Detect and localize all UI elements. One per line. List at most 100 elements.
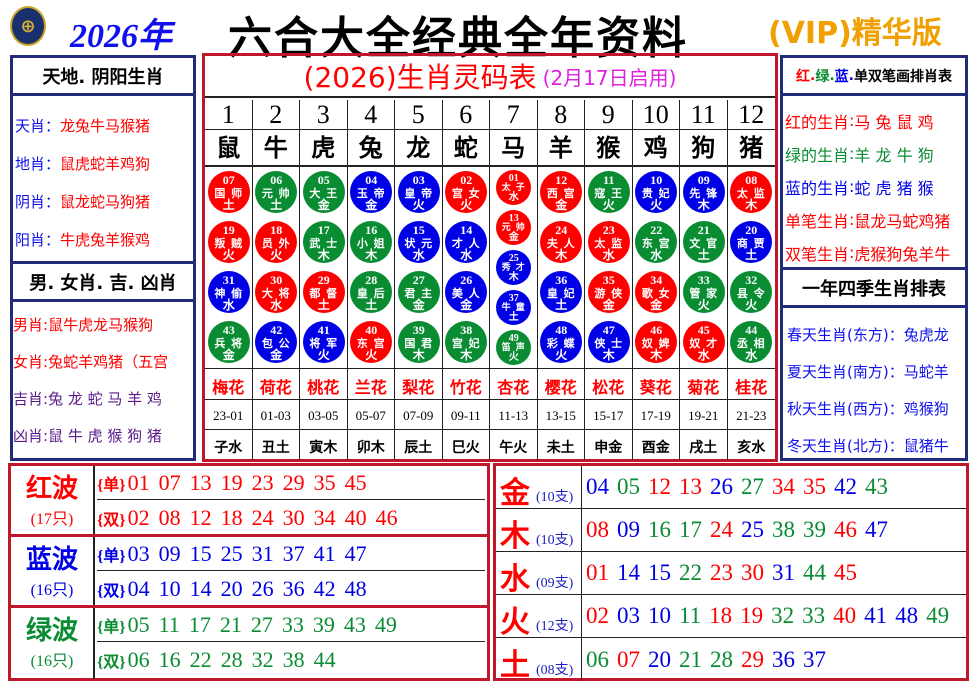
ball-number: 05 bbox=[317, 173, 330, 187]
element-number: 33 bbox=[802, 603, 826, 628]
element-count: (09支) bbox=[536, 576, 574, 591]
table-title: (2026)生肖灵码表 (2月17日启用) bbox=[205, 56, 775, 98]
season-title: 一年四季生肖排表 bbox=[783, 270, 965, 308]
ball-number: 08 bbox=[745, 173, 758, 187]
ball-number: 18 bbox=[270, 223, 283, 237]
number-ball: 20 商 贾土 bbox=[730, 221, 773, 263]
ball-title: 太 子 bbox=[501, 182, 526, 193]
ball-number: 11 bbox=[603, 173, 615, 187]
zodiac-name: 兔 bbox=[347, 130, 394, 167]
grid-divider bbox=[205, 368, 775, 369]
zodiac-name: 猴 bbox=[585, 130, 632, 167]
wave-number: 21 bbox=[219, 611, 242, 637]
flower-label: 兰花 bbox=[354, 378, 387, 397]
hour-range: 11-13 bbox=[498, 408, 529, 423]
wave-odd-row: {单} 01 07 13 19 23 29 35 45 bbox=[97, 466, 485, 500]
element-number: 45 bbox=[834, 560, 857, 585]
number-ball: 34 歌 女金 bbox=[635, 271, 678, 313]
wave-number: 14 bbox=[189, 576, 212, 601]
flower-label: 樱花 bbox=[544, 378, 577, 397]
ball-number: 46 bbox=[650, 323, 663, 337]
heaven-earth-row: 阴肖：鼠龙蛇马狗猪 bbox=[15, 182, 193, 220]
hour-range: 19-21 bbox=[688, 408, 719, 423]
column-number: 9 bbox=[585, 100, 632, 130]
ball-title: 才 人 bbox=[451, 237, 481, 250]
row-key: 双笔生肖 bbox=[785, 244, 850, 264]
number-ball: 42 包 公金 bbox=[255, 321, 298, 363]
wave-number: 26 bbox=[251, 576, 274, 601]
ball-element: 金 bbox=[555, 198, 568, 212]
ball-title: 笛 声 bbox=[501, 342, 526, 353]
wave-number: 08 bbox=[158, 505, 181, 530]
zodiac-name: 羊 bbox=[537, 130, 584, 167]
parity-label: {双} bbox=[97, 512, 126, 529]
ball-number: 28 bbox=[365, 273, 378, 287]
wave-number: 20 bbox=[220, 576, 243, 601]
row-value: 鼠 牛 虎 猴 狗 猪 bbox=[48, 427, 162, 445]
color-stroke-row: 双笔生肖: 虎猴狗兔羊牛 bbox=[785, 236, 965, 269]
wave-number: 47 bbox=[344, 540, 367, 566]
colon: ： bbox=[45, 230, 61, 249]
ball-title: 秀 才 bbox=[501, 262, 526, 273]
ball-title: 大 王 bbox=[309, 187, 339, 200]
number-ball: 06 元 帅土 bbox=[255, 171, 298, 213]
hour-range: 03-05 bbox=[308, 408, 339, 423]
number-ball: 09 先 锋木 bbox=[682, 171, 725, 213]
wave-number: 10 bbox=[158, 576, 181, 601]
element-name: 金 bbox=[500, 476, 530, 511]
row-value: 龙兔牛马猴猪 bbox=[60, 116, 151, 135]
element-row-0: 金 (10支) 04 05 12 13 26 27 34 35 42 43 bbox=[496, 466, 966, 511]
parity-label: {单} bbox=[97, 618, 126, 636]
element-number: 20 bbox=[648, 646, 671, 672]
ball-title: 太 监 bbox=[594, 237, 624, 250]
ball-number: 10 bbox=[650, 173, 663, 187]
element-label: 金 (10支) bbox=[496, 466, 582, 511]
element-row-4: 土 (08支) 06 07 20 21 28 29 36 37 bbox=[496, 638, 966, 683]
ball-number: 14 bbox=[460, 223, 473, 237]
hour-range: 17-19 bbox=[640, 408, 671, 423]
element-number: 16 bbox=[648, 517, 671, 542]
ball-element: 水 bbox=[412, 248, 425, 262]
row-value: 羊 龙 牛 狗 bbox=[854, 145, 934, 165]
number-ball: 35 游 侠金 bbox=[587, 271, 630, 313]
row-key: 阴肖 bbox=[15, 192, 46, 211]
element-numbers: 06 07 20 21 28 29 36 37 bbox=[586, 638, 834, 681]
wave-number: 44 bbox=[313, 647, 336, 672]
flower-label: 竹花 bbox=[449, 378, 482, 397]
element-number: 23 bbox=[710, 560, 733, 585]
number-ball: 02 宫 女火 bbox=[445, 171, 488, 213]
colon: : bbox=[849, 111, 855, 130]
wave-number: 37 bbox=[282, 540, 305, 566]
earthly-branch: 戌土 bbox=[689, 440, 718, 456]
element-number: 44 bbox=[803, 560, 826, 585]
flower-label: 桂花 bbox=[735, 378, 768, 397]
wave-number: 38 bbox=[282, 647, 305, 672]
ball-title: 先 锋 bbox=[689, 187, 719, 200]
ball-number: 17 bbox=[317, 223, 330, 237]
ball-number: 31 bbox=[222, 273, 235, 287]
row-value: 兔虎龙 bbox=[903, 326, 949, 344]
row-value: 兔 龙 蛇 马 羊 鸡 bbox=[48, 390, 162, 408]
ball-element: 土 bbox=[317, 298, 330, 312]
ball-number: 04 bbox=[365, 173, 378, 187]
row-value: 马 兔 鼠 鸡 bbox=[854, 112, 934, 132]
ball-title: 太 监 bbox=[736, 187, 766, 200]
ball-number: 22 bbox=[650, 223, 663, 237]
wave-number: 43 bbox=[343, 611, 366, 637]
element-number: 18 bbox=[709, 603, 733, 628]
element-number: 36 bbox=[772, 646, 795, 672]
earthly-branch: 酉金 bbox=[641, 440, 670, 456]
wave-number: 12 bbox=[189, 505, 212, 530]
zodiac-column-1: 1 鼠 07 国 师土 19 叛 贼火 31 神 偷水 43 兵 将金梅花 23-01 子水 bbox=[205, 100, 253, 460]
column-number: 12 bbox=[727, 100, 775, 130]
wave-number: 07 bbox=[158, 469, 181, 495]
element-number: 31 bbox=[772, 560, 795, 585]
element-number: 46 bbox=[834, 517, 857, 542]
element-number: 24 bbox=[710, 517, 733, 542]
wave-number: 46 bbox=[375, 505, 398, 530]
colon: : bbox=[849, 144, 855, 163]
wave-number: 33 bbox=[281, 611, 304, 637]
ball-number: 41 bbox=[317, 323, 330, 337]
ball-element: 水 bbox=[508, 191, 519, 203]
zodiac-name: 虎 bbox=[300, 130, 347, 167]
